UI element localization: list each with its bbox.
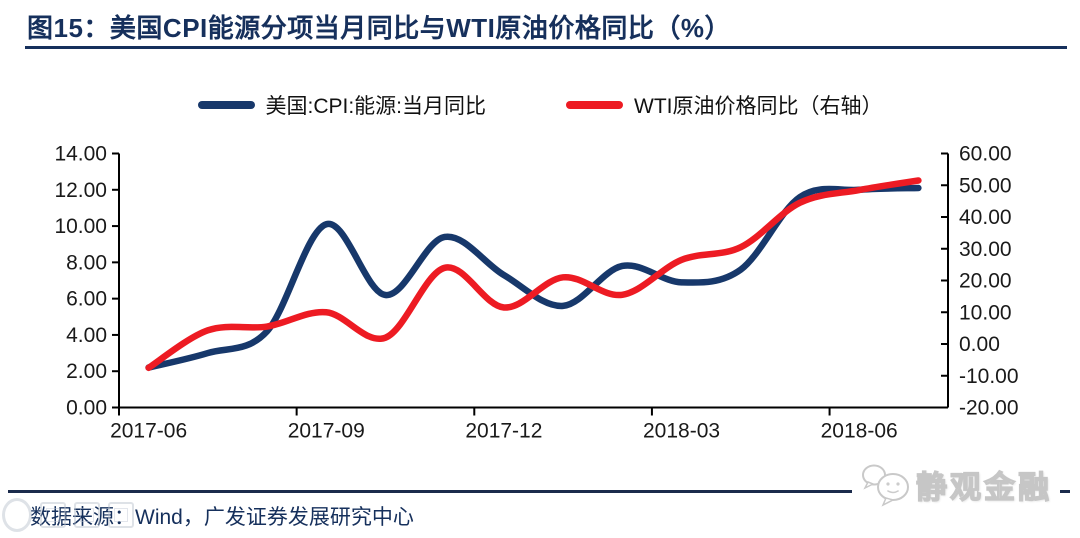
y-axis-left-tick-label: 6.00 [66,288,107,311]
brand-watermark-text: 静观金融 [915,469,1052,505]
y-axis-right-tick-label: 40.00 [959,206,1012,229]
x-axis-tick-label: 2018-03 [643,420,720,443]
y-axis-left-tick-label: 2.00 [66,360,107,383]
y-axis-left-tick-label: 10.00 [54,215,107,238]
y-axis-right-tick-label: 10.00 [959,301,1012,324]
y-axis-left-tick-label: 4.00 [66,324,107,347]
y-axis-left-tick-label: 12.00 [54,179,107,202]
brand-watermark: 静观金融 [852,459,1060,509]
y-axis-right-tick-label: 50.00 [959,174,1012,197]
y-axis-right-tick-label: 20.00 [959,270,1012,293]
y-axis-left-tick-label: 0.00 [66,397,107,420]
x-axis-tick-label: 2017-09 [288,420,365,443]
y-axis-right-tick-label: -20.00 [959,397,1019,420]
x-axis-tick-label: 2017-12 [465,420,542,443]
wechat-bubbles-icon [862,464,909,507]
legend-item-1: WTI原油价格同比（右轴） [566,90,883,120]
y-axis-left-tick-label: 8.00 [66,251,107,274]
wti-price-line [145,177,922,372]
cpi-energy-line [145,184,922,371]
legend-item-0: 美国:CPI:能源:当月同比 [197,90,487,120]
x-axis-tick-label: 2017-06 [110,420,187,443]
figure-title: 图15：美国CPI能源分项当月同比与WTI原油价格同比（%） [27,13,732,43]
legend-swatch-icon [566,101,624,109]
y-axis-right-tick-label: 0.00 [959,333,1000,356]
legend-label: WTI原油价格同比（右轴） [634,95,883,118]
data-source-note: 数据来源：Wind，广发证券发展研究中心 [30,506,414,529]
y-axis-right-tick-label: -10.00 [959,365,1019,388]
x-axis-tick-label: 2018-06 [821,420,898,443]
y-axis-left-tick-label: 14.00 [54,143,107,166]
footer-divider [8,490,1070,493]
legend-label: 美国:CPI:能源:当月同比 [265,95,487,118]
title-divider [25,46,1067,49]
y-axis-right-tick-label: 60.00 [959,143,1012,166]
y-axis-right-tick-label: 30.00 [959,238,1012,261]
legend-swatch-icon [197,101,255,109]
chart-legend: 美国:CPI:能源:当月同比 WTI原油价格同比（右轴） [0,90,1080,120]
